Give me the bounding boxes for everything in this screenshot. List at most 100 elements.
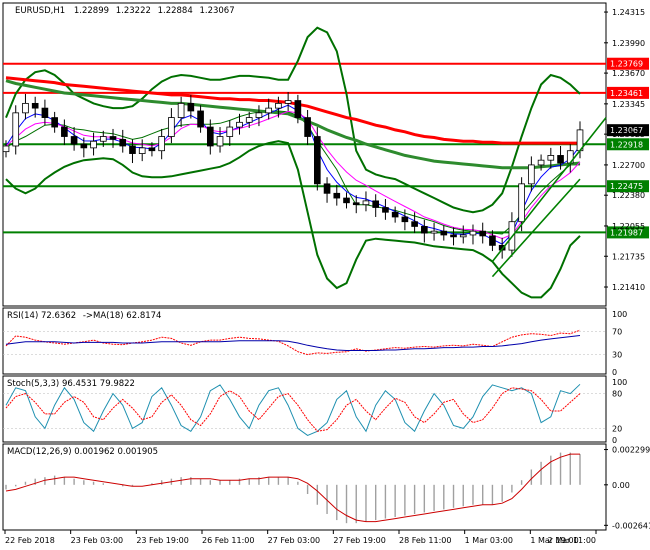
ohlc-low: 1.22884 (158, 6, 193, 16)
candle-body (197, 110, 204, 128)
ma-red-line (5, 76, 580, 145)
candle (12, 105, 20, 155)
trend-line-upper (491, 117, 607, 262)
price-tick-label: 1.22055 (612, 222, 645, 231)
candle-body (206, 126, 214, 147)
macd-panel (2, 443, 607, 531)
candle (99, 130, 107, 147)
price-tick-label: 1.21735 (612, 252, 645, 261)
candle-body (411, 221, 418, 227)
time-axis: 22 Feb 2018 23 Feb 03:00 23 Feb 19:00 26 Fe… (4, 530, 597, 545)
candle (372, 194, 380, 217)
candle (391, 206, 399, 223)
rsi-tick-label: 100 (612, 310, 627, 319)
candle (168, 108, 175, 144)
candle-body (537, 159, 545, 166)
stoch-main-line (5, 383, 581, 436)
candle (557, 145, 564, 170)
candle-body (187, 102, 195, 112)
candle (80, 137, 88, 158)
candle-body (314, 136, 321, 185)
stoch-tick-label: 100 (612, 378, 627, 387)
macd-tick-label: 0.00 (612, 481, 630, 490)
candle (70, 127, 78, 151)
rsi-title: RSI(14) 72.6362 ->MA(18) 62.8174 (7, 311, 161, 321)
candle-body (333, 192, 341, 199)
candle (459, 225, 467, 244)
current-price-box (607, 124, 649, 137)
candle (2, 140, 10, 158)
candle-body (489, 235, 496, 246)
candle-body (557, 155, 564, 164)
candle-body (177, 102, 185, 118)
main-panel (2, 2, 607, 307)
candle-body (265, 107, 272, 114)
candle (119, 129, 127, 153)
candle (61, 119, 68, 146)
candle-body (158, 136, 165, 152)
candle (294, 94, 302, 124)
candle-body (70, 136, 78, 145)
rsi-ma-line (5, 335, 581, 351)
candle (158, 128, 165, 160)
candle-body (372, 200, 380, 208)
candle-body (90, 140, 97, 149)
candle-body (109, 136, 117, 140)
candle (547, 147, 555, 169)
candle (187, 94, 195, 119)
candle (401, 209, 409, 231)
ohlc-open: 1.22899 (74, 6, 109, 16)
macd-tick-label: 0.002299 (612, 446, 650, 455)
stochastic-indicator: 100 80 20 0 (3, 378, 627, 445)
candle (352, 195, 360, 214)
price-tick-label: 1.21410 (612, 283, 645, 292)
candle (304, 110, 311, 146)
candle (333, 184, 341, 206)
rsi-tick-label: 30 (612, 351, 622, 360)
candlesticks (2, 92, 584, 259)
candle-body (99, 136, 107, 142)
candle-body (119, 138, 127, 147)
rsi-indicator: 100 70 30 0 (3, 310, 627, 377)
candle-body (255, 112, 263, 118)
level-price-label: 1.23461 (610, 89, 643, 98)
candle-body (459, 234, 467, 238)
rsi-ma-label: ->MA(18) 62.8174 (83, 311, 162, 321)
candle (479, 222, 487, 244)
macd-indicator: 0.002299 0.00 -0.002641 (5, 446, 650, 530)
time-tick-label: 27 Feb 03:00 (268, 536, 320, 545)
candle (265, 98, 272, 120)
candle-body (148, 147, 156, 152)
candle-body (226, 126, 234, 137)
candle (177, 96, 185, 128)
candle-body (547, 155, 555, 161)
rsi-tick-label: 0 (612, 368, 617, 377)
stoch-tick-label: 80 (612, 390, 622, 399)
bollinger-lower-line (5, 140, 581, 299)
candle (440, 225, 448, 241)
price-tick-label: 1.23990 (612, 39, 645, 48)
candle-body (2, 145, 10, 153)
candle-body (304, 117, 311, 137)
candle-body (528, 164, 535, 185)
candle (236, 113, 243, 135)
level-price-box (607, 226, 649, 239)
candle-body (138, 147, 146, 154)
candle (275, 96, 282, 118)
candle-body (275, 102, 282, 109)
candle-body (51, 117, 58, 128)
level-price-box (607, 138, 649, 151)
candle (450, 227, 457, 246)
candle (411, 212, 418, 234)
candle (31, 96, 39, 118)
trend-lines (491, 117, 607, 278)
candle-body (362, 200, 370, 206)
candle-body (440, 230, 448, 236)
time-tick-label: 1 Mar 19:00 (530, 536, 578, 545)
price-tick-label: 1.22700 (612, 161, 645, 170)
candle-body (284, 100, 292, 104)
symbol-label: EURUSD,H1 (15, 6, 65, 16)
price-tick-label: 1.22380 (612, 191, 645, 200)
candle (421, 219, 428, 243)
